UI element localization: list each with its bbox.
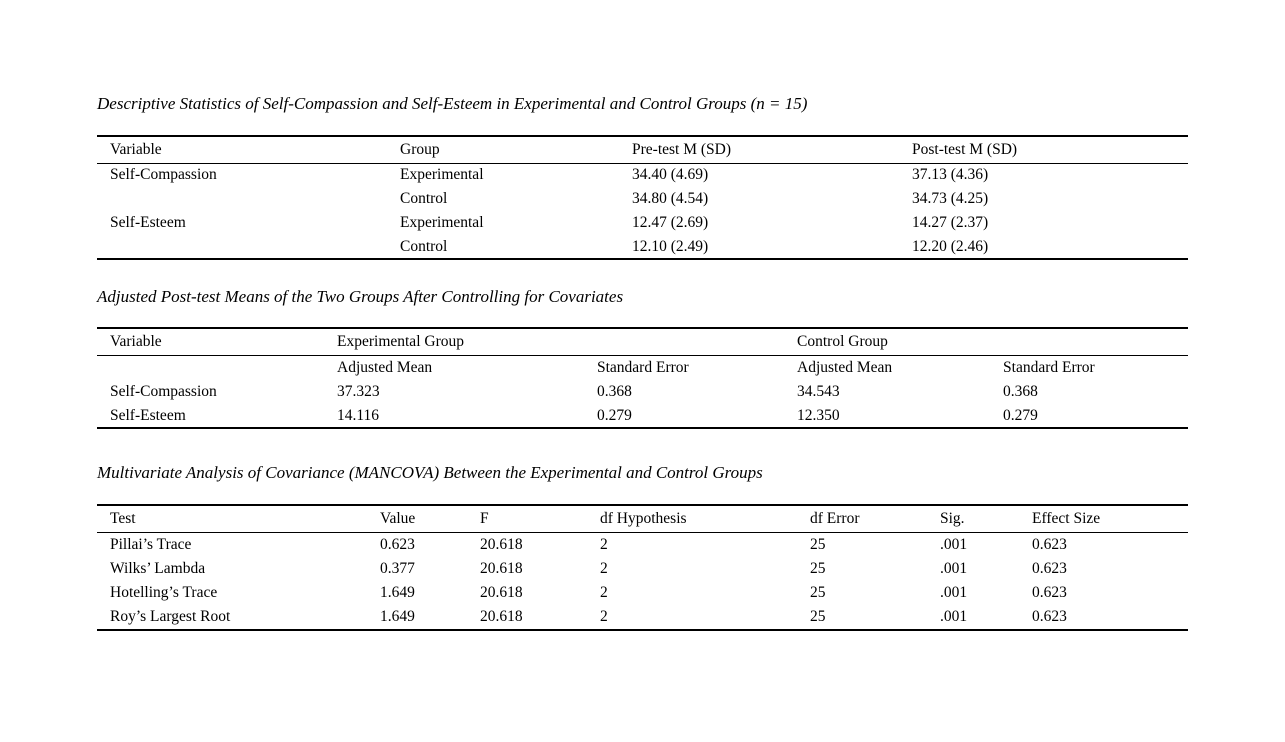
table-row: Control 12.10 (2.49) 12.20 (2.46) [97, 235, 1188, 259]
table-cell: 1.649 [380, 584, 415, 602]
table-cell: 0.623 [1032, 535, 1067, 553]
table-row: Pillai’s Trace 0.623 20.618 2 25 .001 0.… [97, 532, 1188, 557]
table-header-row: Test Value F df Hypothesis df Error Sig.… [97, 505, 1188, 533]
table-cell: 0.279 [1003, 406, 1038, 424]
column-header: Variable [97, 328, 337, 356]
column-header: Adjusted Mean [337, 358, 433, 376]
table-cell: 0.623 [1032, 608, 1067, 626]
table-subheader-row: Adjusted Mean Standard Error Adjusted Me… [97, 355, 1188, 380]
table3-title: Multivariate Analysis of Covariance (MAN… [97, 463, 763, 482]
table-row: Self-Compassion Experimental 34.40 (4.69… [97, 163, 1188, 187]
table-cell: 20.618 [480, 559, 523, 577]
table-cell: 2 [600, 608, 608, 626]
table-cell: .001 [940, 535, 968, 553]
table-cell: 2 [600, 535, 608, 553]
table-cell: .001 [940, 584, 968, 602]
table-cell: Control [400, 190, 448, 207]
table-cell: .001 [940, 608, 968, 626]
table1-title: Descriptive Statistics of Self-Compassio… [97, 94, 808, 113]
table-cell: 0.623 [1032, 584, 1067, 602]
table-cell: 1.649 [380, 608, 415, 626]
table-row: Control 34.80 (4.54) 34.73 (4.25) [97, 187, 1188, 211]
table-cell: Wilks’ Lambda [110, 559, 206, 577]
table-mancova: Test Value F df Hypothesis df Error Sig.… [97, 504, 1188, 631]
table-cell: 37.323 [337, 383, 380, 400]
table-cell: 14.116 [337, 406, 380, 424]
column-header: Test [97, 505, 380, 533]
column-header: Adjusted Mean [797, 358, 893, 376]
table-cell: 12.350 [797, 406, 840, 424]
table-cell: 25 [810, 608, 826, 626]
table-cell: 20.618 [480, 608, 523, 626]
table-cell: 37.13 (4.36) [912, 166, 989, 184]
table-row: Self-Compassion 37.323 0.368 34.543 0.36… [97, 380, 1188, 404]
table-cell: 2 [600, 559, 608, 577]
column-group-header: Experimental Group [337, 328, 798, 356]
table-cell: Experimental [400, 166, 484, 184]
table-cell: Roy’s Largest Root [110, 608, 231, 626]
table2-title: Adjusted Post-test Means of the Two Grou… [97, 287, 624, 306]
table-cell: 34.40 (4.69) [632, 166, 709, 184]
column-header: Standard Error [597, 358, 689, 376]
table-cell: 0.368 [1003, 383, 1038, 400]
column-header: Group [400, 136, 632, 164]
table-cell: Hotelling’s Trace [110, 584, 218, 602]
table-cell: .001 [940, 559, 968, 577]
column-header: F [480, 505, 600, 533]
column-header: Value [380, 505, 480, 533]
table-cell: Self-Esteem [110, 406, 186, 424]
table-cell: 25 [810, 535, 826, 553]
column-header: Post-test M (SD) [912, 136, 1188, 164]
table-cell [97, 187, 400, 211]
table-cell: 14.27 (2.37) [912, 214, 989, 231]
table-cell: 0.279 [597, 406, 632, 424]
table-row: Roy’s Largest Root 1.649 20.618 2 25 .00… [97, 606, 1188, 631]
table-cell: 34.73 (4.25) [912, 190, 989, 207]
table-cell: Experimental [400, 214, 484, 231]
column-header: Pre-test M (SD) [632, 136, 912, 164]
table-cell: 0.623 [1032, 559, 1067, 577]
column-header: Variable [97, 136, 400, 164]
table-cell: 34.80 (4.54) [632, 190, 709, 207]
column-header: df Hypothesis [600, 505, 810, 533]
column-header: df Error [810, 505, 940, 533]
table-cell: 12.20 (2.46) [912, 237, 989, 255]
table-cell: Self-Esteem [110, 214, 186, 231]
table-row: Hotelling’s Trace 1.649 20.618 2 25 .001… [97, 581, 1188, 606]
table-cell: Pillai’s Trace [110, 535, 192, 553]
column-group-header: Control Group [797, 328, 1189, 356]
column-header: Effect Size [1032, 505, 1188, 533]
table-cell: Self-Compassion [110, 383, 217, 400]
table-row: Wilks’ Lambda 0.377 20.618 2 25 .001 0.6… [97, 557, 1188, 582]
table-descriptive-statistics: Variable Group Pre-test M (SD) Post-test… [97, 135, 1188, 260]
table-cell: 20.618 [480, 535, 523, 553]
table-row: Self-Esteem Experimental 12.47 (2.69) 14… [97, 211, 1188, 235]
table-cell: Control [400, 237, 448, 255]
table-cell: 12.47 (2.69) [632, 214, 709, 231]
table-cell: 20.618 [480, 584, 523, 602]
table-cell: 25 [810, 559, 826, 577]
table-cell [97, 235, 400, 259]
table-cell: 2 [600, 584, 608, 602]
table-cell: 0.368 [597, 383, 632, 400]
table-cell: 25 [810, 584, 826, 602]
table-cell: 34.543 [797, 383, 840, 400]
table-adjusted-means: Variable Experimental Group Control Grou… [97, 327, 1189, 429]
table-header-row: Variable Group Pre-test M (SD) Post-test… [97, 136, 1188, 164]
table-row: Self-Esteem 14.116 0.279 12.350 0.279 [97, 404, 1188, 428]
column-header: Sig. [940, 505, 1032, 533]
column-header: Standard Error [1003, 358, 1095, 376]
table-cell: 0.377 [380, 559, 415, 577]
table-spanner-row: Variable Experimental Group Control Grou… [97, 328, 1189, 356]
table-cell: 12.10 (2.49) [632, 237, 709, 255]
table-cell: Self-Compassion [110, 166, 217, 184]
table-cell: 0.623 [380, 535, 415, 553]
column-header [97, 355, 337, 380]
